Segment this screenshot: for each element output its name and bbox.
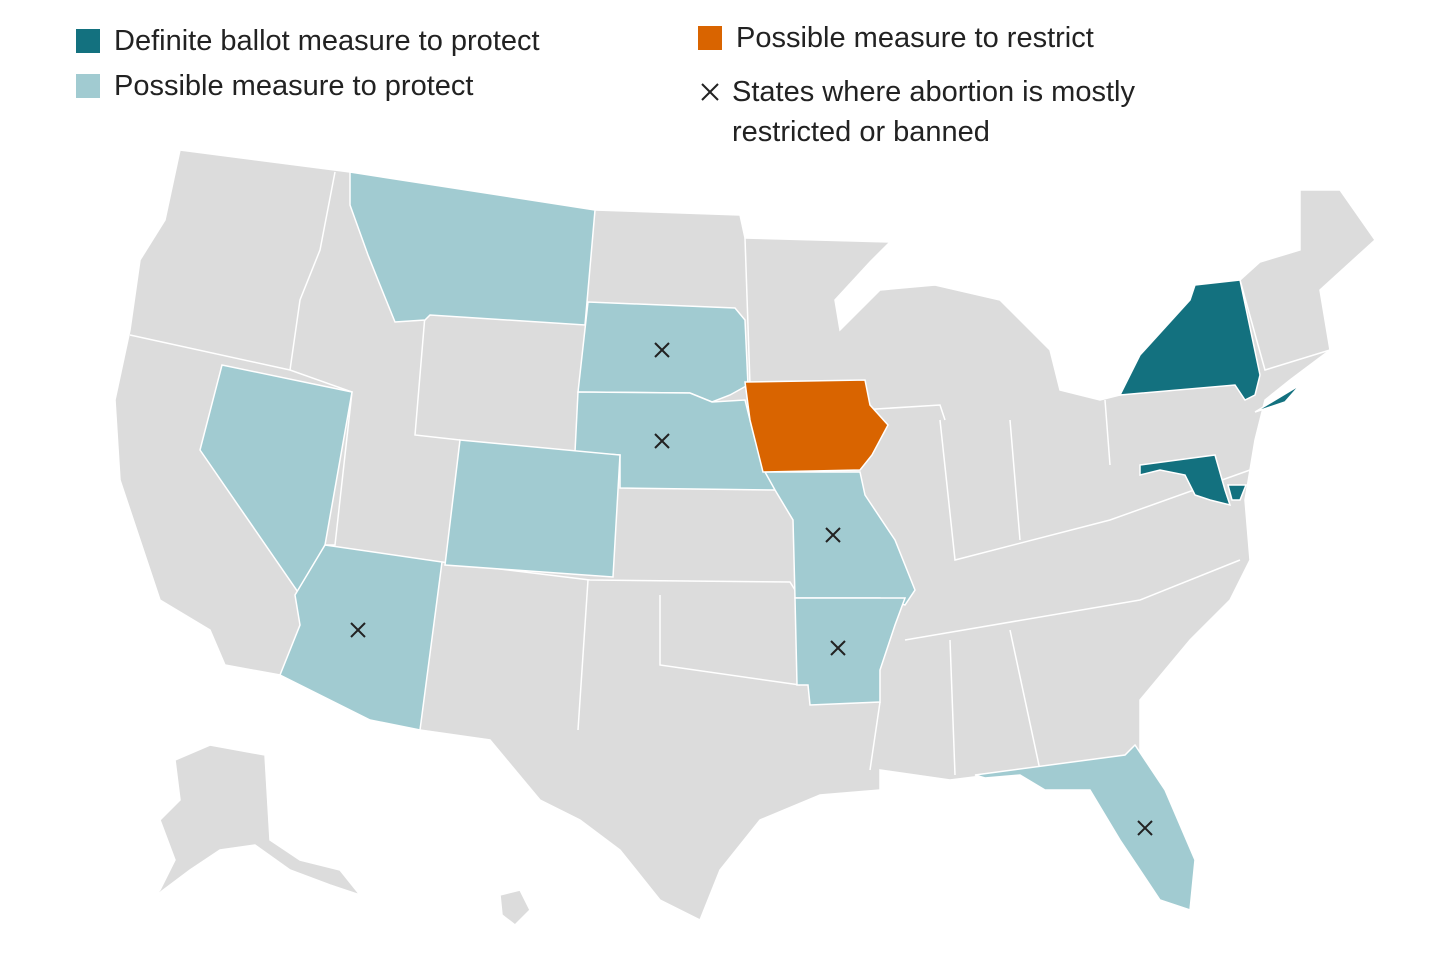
legend-swatch	[76, 74, 100, 98]
state-border	[904, 559, 1241, 641]
state-border	[577, 579, 589, 731]
state-definite-protect	[1118, 279, 1261, 401]
restricted-marker	[654, 342, 670, 358]
state-possible-protect	[279, 544, 443, 731]
legend-label: Possible measure to protect	[114, 70, 474, 102]
state-border	[1009, 629, 1041, 771]
state-border	[414, 314, 461, 441]
state-possible-protect	[974, 743, 1196, 912]
restricted-marker	[1137, 820, 1153, 836]
legend-swatch	[76, 29, 100, 53]
state-possible-protect	[794, 597, 907, 706]
restricted-marker	[830, 640, 846, 656]
legend-item: States where abortion is mostly restrict…	[698, 72, 1178, 152]
legend-x-icon	[701, 83, 719, 101]
state-definite-protect	[1139, 454, 1232, 507]
state-border	[869, 701, 881, 771]
us-lower-48	[114, 149, 1376, 922]
legend-swatch	[698, 26, 722, 50]
state-possible-protect	[444, 439, 621, 578]
state-border	[659, 595, 801, 686]
state-border	[289, 171, 336, 371]
state-possible-protect	[763, 471, 916, 606]
state-border	[1239, 279, 1331, 371]
restricted-marker	[825, 527, 841, 543]
restricted-marker	[654, 433, 670, 449]
state-border	[744, 237, 751, 386]
legend-label: Definite ballot measure to protect	[114, 25, 540, 57]
legend-label: Possible measure to restrict	[736, 22, 1094, 54]
hawaii	[499, 889, 531, 926]
state-border	[949, 639, 956, 776]
state-possible-protect	[349, 171, 596, 326]
legend-item: Definite ballot measure to protect	[76, 21, 540, 61]
state-border	[939, 419, 1251, 561]
restricted-marker	[350, 622, 366, 638]
state-border	[1104, 399, 1111, 466]
state-possible-restrict	[744, 379, 889, 473]
state-border	[1009, 419, 1021, 541]
state-definite-protect	[1227, 484, 1248, 501]
legend-item: Possible measure to protect	[76, 66, 473, 106]
state-definite-protect	[1254, 384, 1301, 413]
legend-label: States where abortion is mostly restrict…	[732, 76, 1135, 148]
legend-item: Possible measure to restrict	[698, 18, 1094, 58]
alaska	[124, 744, 363, 931]
state-border	[859, 404, 946, 421]
